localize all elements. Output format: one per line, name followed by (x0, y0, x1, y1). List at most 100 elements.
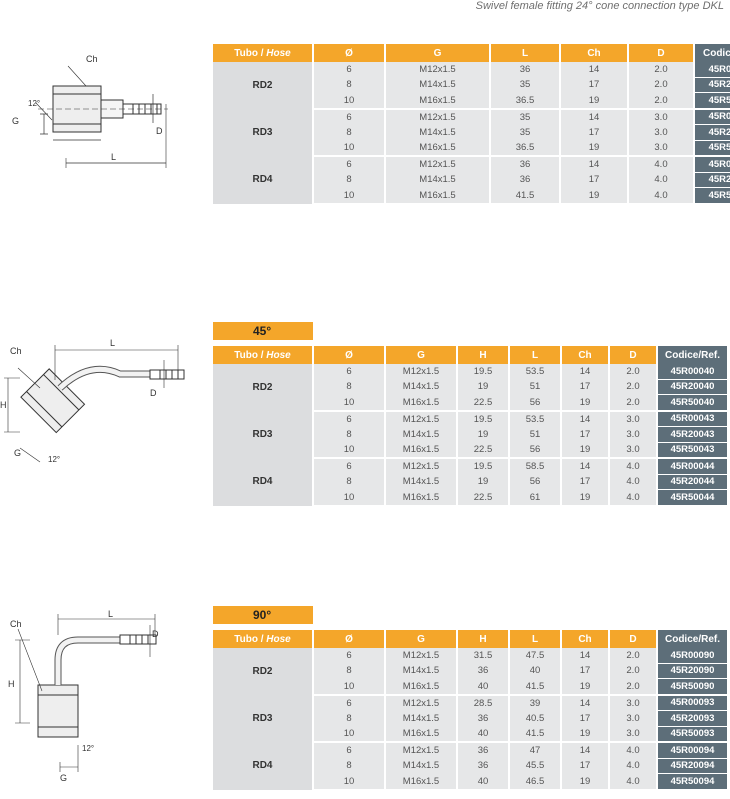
table-row: 10 M16x1.5 22.5 61 19 4.0 45R50044 (213, 489, 727, 507)
cell-l: 36 (490, 62, 561, 77)
cell-h: 19.5 (457, 364, 510, 379)
cell-dia: 10 (313, 726, 386, 743)
cell-ch: 19 (560, 140, 629, 157)
cell-dia: 10 (313, 773, 386, 791)
l-label: L (110, 338, 115, 348)
cell-g: M14x1.5 (385, 663, 458, 679)
table-row: RD3 6 M12x1.5 19.5 53.5 14 3.0 45R00043 (213, 410, 727, 458)
d-label: D (156, 126, 163, 136)
cell-h: 40 (457, 726, 510, 743)
hose-group-cell: RD3 (213, 108, 314, 156)
cell-g: M16x1.5 (385, 442, 458, 459)
cell-h: 19 (457, 474, 510, 490)
cell-ch: 19 (561, 678, 610, 696)
cell-code: 45R50003 (694, 140, 730, 157)
cell-d: 3.0 (628, 108, 695, 125)
hose-group-cell: RD3 (213, 694, 314, 742)
cell-d: 4.0 (628, 187, 695, 205)
col-l: L (509, 346, 562, 364)
cell-dia: 6 (313, 742, 386, 758)
cell-code: 45R00003 (694, 108, 730, 125)
cell-d: 4.0 (609, 773, 658, 791)
cell-g: M16x1.5 (385, 140, 491, 157)
cell-g: M16x1.5 (385, 92, 491, 110)
col-l: L (490, 44, 561, 62)
cell-h: 31.5 (457, 648, 510, 663)
cell-g: M16x1.5 (385, 394, 458, 412)
cell-g: M16x1.5 (385, 773, 458, 791)
cell-dia: 8 (313, 426, 386, 442)
cell-d: 3.0 (628, 124, 695, 140)
cell-ch: 19 (561, 489, 610, 507)
angle-label: 12° (48, 455, 60, 464)
cell-g: M12x1.5 (385, 108, 491, 125)
ch-label: Ch (10, 619, 22, 629)
cell-ch: 14 (560, 62, 629, 77)
cell-code: 45R20004 (694, 172, 730, 188)
cell-ch: 19 (560, 92, 629, 110)
l-label: L (111, 152, 116, 162)
cell-l: 41.5 (490, 187, 561, 205)
cell-l: 45.5 (509, 758, 562, 774)
cell-dia: 10 (313, 394, 386, 412)
cell-ch: 14 (561, 410, 610, 427)
col-ch: Ch (560, 44, 629, 62)
cell-g: M12x1.5 (385, 62, 491, 77)
cell-code: 45R20043 (657, 426, 727, 443)
cell-code: 45R50000 (694, 92, 730, 110)
cell-dia: 8 (313, 710, 386, 726)
cell-d: 4.0 (609, 458, 658, 474)
cell-g: M14x1.5 (385, 426, 458, 442)
variant-title-90: 90° (213, 606, 313, 624)
cell-l: 40 (509, 663, 562, 679)
cell-l: 41.5 (509, 678, 562, 696)
h-label: H (8, 679, 15, 689)
col-l: L (509, 630, 562, 648)
cell-d: 3.0 (609, 694, 658, 711)
cell-code: 45R00040 (657, 364, 727, 380)
col-dia: Ø (313, 44, 386, 62)
hose-group-cell: RD4 (213, 458, 314, 506)
cell-ch: 17 (561, 379, 610, 395)
cell-l: 53.5 (509, 410, 562, 427)
cell-g: M16x1.5 (385, 726, 458, 743)
cell-code: 45R00093 (657, 694, 727, 711)
cell-code: 45R20094 (657, 758, 727, 774)
cell-h: 19.5 (457, 410, 510, 427)
col-code: Codice/Ref. (694, 44, 730, 62)
cell-h: 40 (457, 678, 510, 696)
table-row: 8 M14x1.5 19 56 17 4.0 45R20044 (213, 474, 727, 490)
elbow-90-drawing: Ch L H D G 12° (0, 605, 170, 795)
cell-ch: 17 (561, 426, 610, 442)
cell-d: 2.0 (609, 663, 658, 679)
cell-dia: 6 (313, 648, 386, 663)
cell-g: M14x1.5 (385, 77, 491, 93)
cell-l: 58.5 (509, 458, 562, 474)
table-row: RD3 6 M12x1.5 28.5 39 14 3.0 45R00093 (213, 694, 727, 742)
col-h: H (457, 346, 510, 364)
cell-dia: 10 (313, 678, 386, 696)
page-title: Swivel female fitting 24° cone connectio… (475, 0, 724, 12)
cell-h: 22.5 (457, 442, 510, 459)
cell-dia: 6 (313, 458, 386, 474)
cell-g: M16x1.5 (385, 187, 491, 205)
cell-ch: 14 (561, 648, 610, 663)
cell-code: 45R50093 (657, 726, 727, 743)
elbow-45-spec-table: Tubo / Hose Ø G H L Ch D Codice/Ref. RD2… (213, 346, 727, 507)
cell-dia: 6 (313, 694, 386, 711)
cell-d: 3.0 (609, 442, 658, 459)
col-g: G (385, 346, 458, 364)
col-dia: Ø (313, 630, 386, 648)
cell-l: 51 (509, 426, 562, 442)
col-g: G (385, 630, 458, 648)
cell-dia: 10 (313, 187, 386, 205)
cell-l: 56 (509, 442, 562, 459)
table-row: RD2 6 M12x1.5 19.5 53.5 14 2.0 45R00040 (213, 364, 727, 411)
cell-g: M14x1.5 (385, 474, 458, 490)
cell-l: 46.5 (509, 773, 562, 791)
cell-code: 45R20003 (694, 124, 730, 141)
hose-group-cell: RD3 (213, 410, 314, 458)
